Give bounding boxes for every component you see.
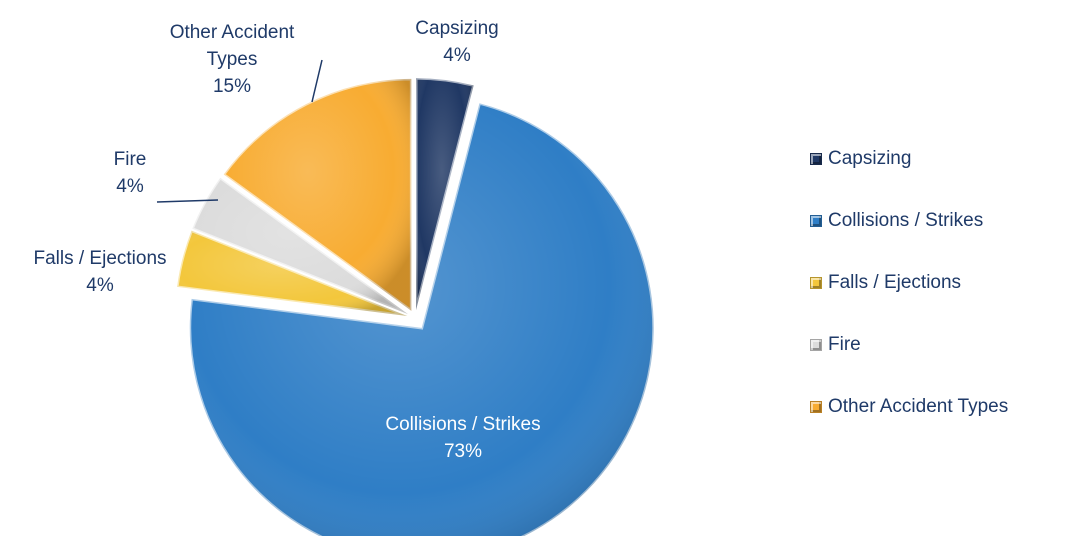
legend-label-capsizing: Capsizing xyxy=(828,148,912,169)
legend-label-other-accident-types: Other Accident Types xyxy=(828,396,1009,417)
leader-line-fire xyxy=(156,199,219,203)
data-label-capsizing: Capsizing 4% xyxy=(415,18,498,66)
legend-swatch-falls-ejections xyxy=(810,277,822,289)
data-label-falls-ejections: Falls / Ejections 4% xyxy=(33,248,166,296)
pie-slice-shading-falls-ejections xyxy=(177,230,408,317)
pie-slice-shading-other-accident-types xyxy=(223,78,412,311)
pie-chart: Capsizing 4% Collisions / Strikes 73% Falls … xyxy=(33,18,656,536)
legend-label-falls-ejections: Falls / Ejections xyxy=(828,272,962,293)
data-label-collisions-strikes: Collisions / Strikes 73% xyxy=(385,414,540,462)
legend-item-other-accident-types: Other Accident Types xyxy=(810,376,1008,438)
legend-item-capsizing: Capsizing xyxy=(810,128,1008,190)
legend-label-fire: Fire xyxy=(828,334,861,355)
pie-slice-shading-fire xyxy=(192,177,408,315)
leader-line-other-accident-types xyxy=(311,59,323,103)
legend-item-falls-ejections: Falls / Ejections xyxy=(810,252,1008,314)
legend-swatch-collisions-strikes xyxy=(810,215,822,227)
legend: Capsizing Collisions / Strikes Falls / E… xyxy=(810,128,1008,438)
legend-swatch-fire xyxy=(810,339,822,351)
legend-label-collisions-strikes: Collisions / Strikes xyxy=(828,210,984,231)
pie-slice-shading-capsizing xyxy=(416,78,474,311)
legend-swatch-other-accident-types xyxy=(810,401,822,413)
legend-item-fire: Fire xyxy=(810,314,1008,376)
pie-slice-shading-collisions-strikes xyxy=(189,103,654,536)
data-label-other-accident-types: Other Accident Types 15% xyxy=(170,22,295,97)
legend-swatch-capsizing xyxy=(810,153,822,165)
data-label-fire: Fire 4% xyxy=(114,149,147,197)
legend-item-collisions-strikes: Collisions / Strikes xyxy=(810,190,1008,252)
